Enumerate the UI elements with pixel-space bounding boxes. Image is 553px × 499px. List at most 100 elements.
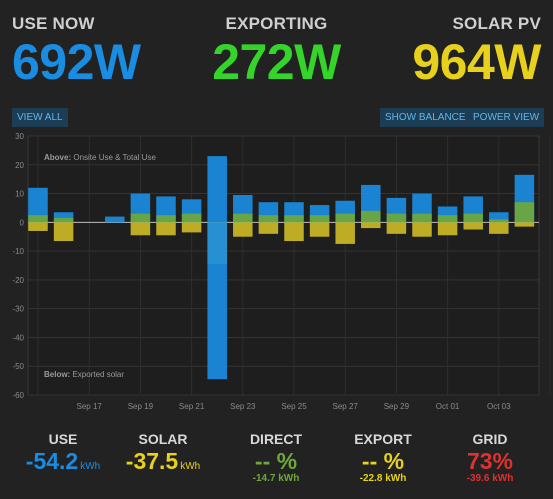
bar-solar_below — [284, 222, 304, 242]
x-tick-label: Sep 17 — [77, 402, 103, 411]
y-tick-label: 10 — [15, 190, 24, 199]
summary-sub-value: -39.6 kWh — [466, 473, 514, 484]
summary-label: USE — [48, 431, 78, 447]
bar-onsite_use — [309, 215, 330, 223]
y-tick-label: -50 — [12, 362, 24, 371]
summary-value-number: -- % — [361, 448, 405, 474]
annotation-above-bold: Above: — [44, 153, 71, 162]
y-tick-label: 20 — [15, 161, 24, 170]
bar-total_use — [105, 216, 125, 223]
bar-solar_below — [412, 222, 432, 237]
bar-solar_below — [514, 222, 535, 227]
bar-solar_below — [335, 222, 355, 244]
x-tick-label: Oct 03 — [487, 402, 511, 411]
use-now-label: USE NOW — [12, 14, 95, 33]
x-tick-labels: Sep 17 Sep 19 Sep 21 Sep 23 Sep 25 Sep 27 Sep … — [77, 402, 512, 411]
bar-solar_below — [181, 222, 202, 233]
bar-onsite_use — [361, 210, 381, 223]
x-tick-label: Sep 27 — [333, 402, 359, 411]
x-tick-label: Sep 21 — [179, 402, 205, 411]
bar-onsite_use — [258, 215, 279, 223]
use-now-value: 692W — [12, 34, 141, 90]
bar-total_use — [53, 212, 74, 223]
annotation-below-text: Exported solar — [70, 370, 124, 379]
summary-unit: kWh — [80, 461, 101, 472]
bar-onsite_use — [412, 213, 432, 223]
summary-value: -37.5 kWh — [103, 448, 223, 475]
y-tick-label: -10 — [12, 247, 24, 256]
grid-lines — [28, 135, 551, 396]
summary-value: -- % — [216, 448, 336, 475]
exporting-value: 272W — [212, 34, 341, 90]
summary-value: -- % — [323, 448, 443, 475]
solar-pv-stat: SOLAR PV 964W — [412, 14, 541, 88]
plot-area — [27, 135, 540, 396]
y-tick-labels: 30 20 10 0 -10 -20 -30 -40 -50 -60 — [12, 132, 24, 400]
energy-bar-chart: 30 20 10 0 -10 -20 -30 -40 -50 -60 Sep 17 Sep 19 Se… — [12, 132, 551, 411]
bar-solar_below — [53, 222, 74, 242]
y-tick-label: 30 — [15, 132, 24, 141]
x-tick-label: Sep 29 — [384, 402, 410, 411]
exporting-label: EXPORTING — [225, 14, 328, 33]
annotation-above-text: Onsite Use & Total Use — [71, 153, 156, 162]
bar-onsite_use — [437, 215, 458, 223]
bar-total_use — [207, 156, 227, 223]
bar-solar_below — [463, 222, 483, 230]
summary-value-number: -37.5 — [125, 448, 179, 474]
bar-solar_below — [386, 222, 407, 234]
show-balance-button[interactable]: SHOW BALANCE — [380, 108, 471, 127]
summary-value-number: -- % — [254, 448, 298, 474]
annotation-below: Below: Exported solar — [44, 370, 124, 379]
summary-export: EXPORT -- % -22.8 kWh — [323, 431, 443, 484]
x-tick-label: Oct 01 — [436, 402, 460, 411]
x-tick-label: Sep 23 — [230, 402, 256, 411]
summary-label: EXPORT — [354, 431, 412, 447]
bar-onsite_use — [335, 213, 355, 223]
summary-solar: SOLAR -37.5 kWh — [103, 431, 223, 475]
summary-grid: GRID 73% -39.6 kWh — [430, 431, 550, 484]
summary-sub-value: -22.8 kWh — [359, 473, 407, 484]
bar-solar_below — [233, 222, 253, 237]
y-tick-label: 0 — [20, 218, 25, 227]
summary-unit: kWh — [180, 461, 201, 472]
bar-onsite_use — [181, 213, 202, 223]
use-now-stat: USE NOW 692W — [12, 14, 141, 88]
bar-solar_below — [258, 222, 279, 234]
x-tick-label: Sep 19 — [128, 402, 154, 411]
bar-solar_below — [437, 222, 458, 236]
bar-onsite_use — [130, 213, 151, 223]
y-tick-label: -20 — [12, 276, 24, 285]
solar-pv-value: 964W — [412, 34, 541, 90]
bar-solar_below — [489, 222, 509, 234]
summary-label: GRID — [472, 431, 508, 447]
y-tick-label: -30 — [12, 305, 24, 314]
summary-value-number: -54.2 — [25, 448, 79, 474]
y-tick-label: -60 — [12, 391, 24, 400]
y-tick-label: -40 — [12, 333, 24, 342]
bar-onsite_use — [156, 215, 176, 223]
bar-solar_below — [28, 222, 48, 231]
bar-total_use — [28, 187, 48, 223]
summary-value: 73% — [430, 448, 550, 475]
bar-onsite_use — [514, 202, 535, 223]
bar-solar_below — [309, 222, 330, 237]
bar-onsite_use — [28, 215, 48, 223]
bar-onsite_use — [233, 213, 253, 223]
annotation-below-bold: Below: — [44, 370, 70, 379]
view-all-button[interactable]: VIEW ALL — [12, 108, 68, 127]
bar-onsite_use — [284, 215, 304, 223]
summary-sub-value: -14.7 kWh — [252, 473, 300, 484]
bar-exported — [207, 222, 227, 380]
summary-value: -54.2 kWh — [3, 448, 123, 475]
bar-solar_below — [361, 222, 381, 229]
solar-pv-label: SOLAR PV — [452, 14, 541, 33]
bars — [28, 156, 535, 380]
bar-onsite_use — [386, 213, 407, 223]
bar-solar_below — [156, 222, 176, 236]
summary-label: SOLAR — [138, 431, 188, 447]
exporting-stat: EXPORTING 272W — [0, 14, 553, 88]
bar-solar_below — [130, 222, 151, 236]
power-view-button[interactable]: POWER VIEW — [468, 108, 545, 127]
bar-total_use — [489, 212, 509, 223]
summary-use: USE -54.2 kWh — [3, 431, 123, 475]
